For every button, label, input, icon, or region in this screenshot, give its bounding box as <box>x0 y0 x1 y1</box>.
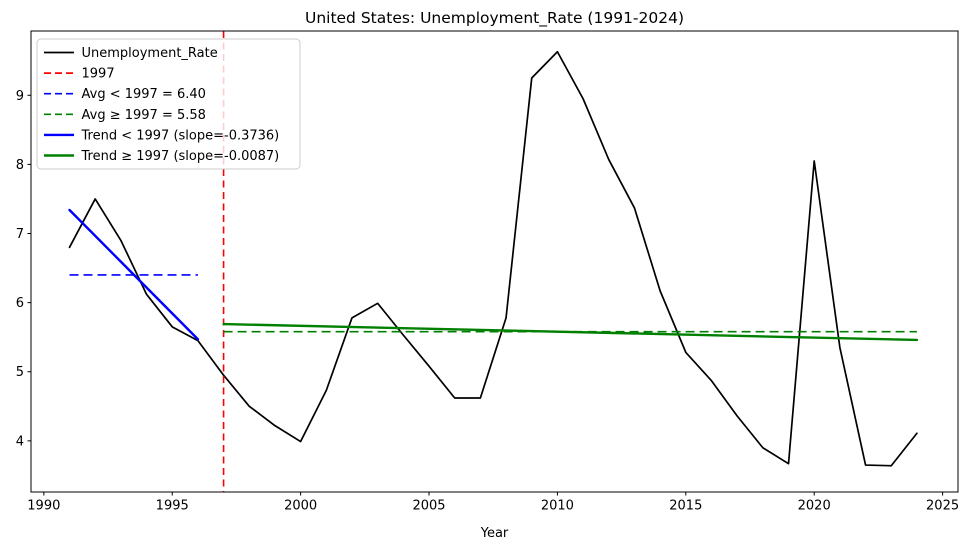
legend-label-vline-1997: 1997 <box>82 67 115 82</box>
annotations-layer <box>68 31 919 492</box>
x-axis-label: Year <box>480 526 509 541</box>
legend-label-avg-post-1997: Avg ≥ 1997 = 5.58 <box>82 108 206 123</box>
x-tick-label: 2005 <box>412 499 445 514</box>
trend-line-pre-1997 <box>68 208 200 341</box>
legend: Unemployment_Rate 1997 Avg < 1997 = 6.40 Av… <box>36 38 301 170</box>
x-tick-label: 2020 <box>798 499 831 514</box>
chart-title: United States: Unemployment_Rate (1991-2… <box>305 9 684 28</box>
y-tick-label: 8 <box>16 158 24 173</box>
x-tick-label: 2015 <box>669 499 702 514</box>
trend-line-post-1997 <box>222 322 919 342</box>
y-tick-label: 4 <box>16 434 24 449</box>
x-tick-label: 1990 <box>27 499 60 514</box>
unemployment-rate-line <box>68 50 918 467</box>
series-layer <box>68 50 918 467</box>
legend-box <box>36 38 301 170</box>
legend-label-avg-pre-1997: Avg < 1997 = 6.40 <box>82 87 206 102</box>
x-tick-label: 2025 <box>926 499 959 514</box>
y-axis: 4 5 6 7 8 9 <box>16 89 31 449</box>
legend-label-trend-pre-1997: Trend < 1997 (slope=-0.3736) <box>81 128 280 143</box>
x-tick-label: 2010 <box>541 499 574 514</box>
x-tick-label: 2000 <box>284 499 317 514</box>
x-axis: 1990 1995 2000 2005 2010 2015 2020 2025 <box>27 492 959 514</box>
x-tick-label: 1995 <box>156 499 189 514</box>
y-tick-label: 5 <box>16 365 24 380</box>
y-tick-label: 9 <box>16 89 24 104</box>
y-tick-label: 7 <box>16 227 24 242</box>
plot-border <box>30 30 959 493</box>
y-tick-label: 6 <box>16 296 24 311</box>
legend-label-trend-post-1997: Trend ≥ 1997 (slope=-0.0087) <box>81 149 280 164</box>
legend-label-unemployment-rate: Unemployment_Rate <box>82 46 218 61</box>
